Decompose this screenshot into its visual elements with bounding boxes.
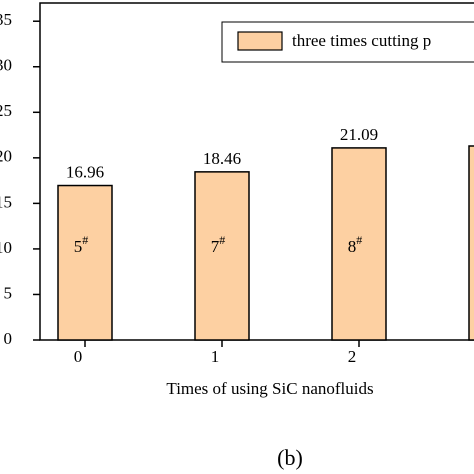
- bar-label-mark: #: [82, 233, 88, 247]
- y-tick-label: 25: [0, 101, 12, 120]
- y-tick-label: 0: [4, 329, 13, 348]
- bar-label-mark: #: [219, 233, 225, 247]
- bar: [468, 145, 474, 341]
- y-tick-label: 5: [4, 283, 13, 302]
- x-axis-title: Times of using SiC nanofluids: [166, 379, 373, 398]
- bar-label-number: 7: [211, 237, 220, 256]
- legend-swatch: [237, 31, 283, 51]
- plot-frame: [39, 2, 474, 341]
- bar-label-mark: #: [356, 233, 362, 247]
- x-tick-label: 2: [348, 347, 357, 366]
- value-label: 16.96: [66, 162, 104, 181]
- bar-label: 5#: [74, 233, 89, 256]
- bar-label: 7#: [211, 233, 226, 256]
- bar-label: 8#: [348, 233, 363, 256]
- y-tick-label: 20: [0, 147, 12, 166]
- caption: (b): [277, 445, 303, 470]
- bar: [57, 184, 113, 341]
- x-tick-label: 0: [74, 347, 83, 366]
- y-tick-label: 15: [0, 192, 12, 211]
- y-tick-label: 10: [0, 238, 12, 257]
- y-tick-label: 30: [0, 56, 12, 75]
- legend-label: three times cutting p: [292, 31, 431, 50]
- bar: [194, 171, 250, 341]
- bar-label-number: 8: [348, 237, 357, 256]
- bar-label-number: 5: [74, 237, 83, 256]
- y-tick-label: 35: [0, 10, 12, 29]
- x-tick-label: 1: [211, 347, 220, 366]
- value-label: 21.09: [340, 125, 378, 144]
- value-label: 18.46: [203, 149, 241, 168]
- bar: [331, 147, 387, 341]
